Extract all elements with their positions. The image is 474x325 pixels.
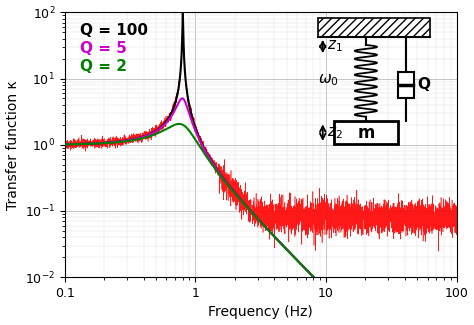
- Q = 100: [107, 140, 112, 144]
- Text: $z_1$: $z_1$: [327, 39, 343, 54]
- Text: $\omega_0$: $\omega_0$: [318, 72, 339, 88]
- Q = 2: [62, 142, 68, 146]
- Text: m: m: [357, 124, 374, 142]
- Q = 5: [179, 97, 185, 100]
- Bar: [318, 18, 429, 37]
- Q = 2: [229, 188, 235, 192]
- Q = 2: [212, 167, 218, 171]
- Q = 100: [229, 188, 235, 191]
- Legend: Q = 100, Q = 5, Q = 2: Q = 100, Q = 5, Q = 2: [72, 19, 152, 78]
- Line: Q = 5: Q = 5: [65, 98, 456, 325]
- Q = 2: [130, 138, 136, 142]
- Q = 2: [107, 141, 112, 145]
- Q = 5: [130, 137, 136, 141]
- Text: Q: Q: [417, 77, 430, 92]
- Q = 100: [130, 137, 136, 141]
- Line: Q = 100: Q = 100: [65, 12, 456, 325]
- Y-axis label: Transfer function κ: Transfer function κ: [6, 80, 19, 210]
- Text: $z_2$: $z_2$: [327, 125, 343, 140]
- Bar: [334, 122, 398, 144]
- Q = 5: [212, 165, 218, 169]
- Q = 100: [212, 165, 218, 169]
- Q = 2: [176, 122, 182, 126]
- Q = 5: [229, 188, 235, 191]
- X-axis label: Frequency (Hz): Frequency (Hz): [209, 306, 313, 319]
- Q = 100: [62, 142, 68, 146]
- Q = 100: [180, 10, 186, 14]
- Bar: [398, 72, 414, 98]
- Q = 5: [62, 142, 68, 146]
- Q = 5: [107, 141, 112, 145]
- Line: Q = 2: Q = 2: [65, 124, 456, 325]
